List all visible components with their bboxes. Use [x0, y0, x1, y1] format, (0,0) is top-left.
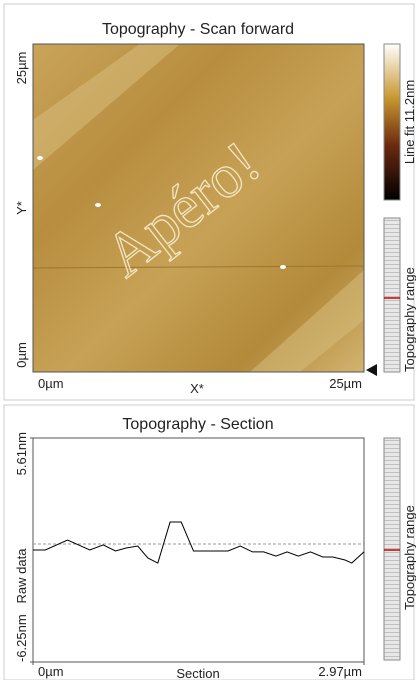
particle — [280, 265, 286, 269]
panel-title: Topography - Scan forward — [102, 21, 294, 38]
range-bar[interactable] — [384, 218, 400, 372]
y-tick-label: -6.25nm — [14, 614, 29, 662]
plot-area — [33, 438, 364, 662]
range-label: Topography range — [402, 267, 416, 372]
y-tick-label: 0µm — [14, 342, 29, 368]
colorbar — [384, 44, 400, 200]
y-axis-label: Y* — [14, 201, 29, 215]
x-axis-label: X* — [190, 381, 204, 396]
x-tick-label: 25µm — [329, 376, 362, 391]
x-axis-label: Section — [176, 666, 219, 680]
y-tick-label: 25µm — [14, 52, 29, 85]
app-window: Topography - Scan forward Apéro! 25µm Y*… — [0, 0, 416, 680]
x-tick-label: 2.97µm — [318, 664, 362, 679]
particle — [37, 156, 43, 160]
x-tick-label: 0µm — [38, 664, 64, 679]
x-tick-label: 0µm — [38, 376, 64, 391]
y-axis-label: Raw data — [14, 548, 29, 604]
colorbar-label: Line fit 11.2nm — [402, 80, 416, 164]
panel-title: Topography - Section — [122, 416, 273, 433]
range-bar[interactable] — [384, 438, 400, 660]
range-label: Topography range — [402, 505, 416, 610]
particle — [95, 203, 101, 207]
y-tick-label: 5.61nm — [14, 432, 29, 475]
